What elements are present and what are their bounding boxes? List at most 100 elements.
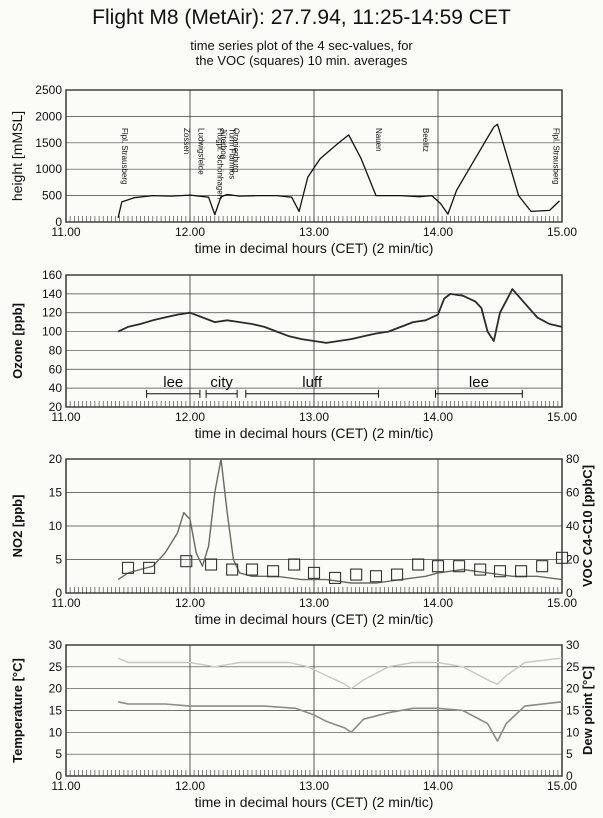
temperature_dewpoint-y2tick-label: 10 [566,725,580,739]
no2_voc-ytick-label: 20 [49,452,63,466]
ozone-ytick-label: 100 [42,325,62,339]
temperature_dewpoint-xtick-label: 12.00 [175,779,205,793]
temperature_dewpoint-minor-ticks [65,770,563,776]
no2_voc-y2tick-label: 80 [566,452,580,466]
ozone-xtick-label: 15.00 [547,410,577,424]
ozone-xlabel: time in decimal hours (CET) (2 min/tic) [195,425,434,441]
no2_voc-xlabel: time in decimal hours (CET) (2 min/tic) [195,611,434,627]
ozone-series-line [117,288,563,344]
location-label: Oranienburg [231,128,240,172]
voc-square-point [536,560,549,573]
voc-square-point [307,566,321,579]
location-label: Ludwigsfelde [197,128,206,175]
temperature_dewpoint-y2tick-label: 5 [566,747,573,761]
temperature_dewpoint-ylabel: Temperature [°C] [10,658,25,763]
temperature_dewpoint-xtick-label: 11.00 [51,779,80,793]
no2_voc-ytick-label: 5 [55,553,62,567]
height-xtick-label: 12.00 [175,225,205,239]
no2_voc-y2label: VOC C4-C10 [ppbC] [580,465,595,587]
chart-subtitle-line2: the VOC (squares) 10 min. averages [195,53,408,68]
temperature_dewpoint-ytick-label: 25 [49,660,63,674]
temperature_dewpoint-xtick-label: 13.00 [299,779,329,793]
voc-square-point [226,563,239,576]
no2_voc-xtick-label: 12.00 [175,596,205,610]
no2_voc-xtick-label: 14.00 [423,596,453,610]
no2_voc-y2tick-label: 40 [566,519,580,533]
ozone-xtick-label: 13.00 [299,410,329,424]
height-ytick-label: 2000 [35,109,62,123]
segment-label: luff [302,374,323,391]
temperature_dewpoint-y2tick-label: 25 [566,660,580,674]
voc-square-point [493,565,507,578]
location-label: Flpl. Strausberg [120,128,129,184]
height-xtick-label: 15.00 [547,225,577,239]
voc-square-point [143,561,156,574]
temperature_dewpoint-ytick-label: 15 [49,704,63,718]
location-label: Beelitz [421,128,430,152]
height-series-line [117,123,560,218]
ozone-ytick-label: 80 [49,343,63,357]
no2_voc-xtick-label: 13.00 [299,596,329,610]
voc-square-point [412,558,425,571]
height-ytick-label: 1500 [35,136,62,150]
temperature_dewpoint-y2label: Dew point [°C] [580,666,595,755]
location-label: Flugpl. Schönhagen [215,128,224,199]
voc-square-point [555,551,569,564]
ozone-ytick-label: 60 [49,362,63,376]
voc-square-point [329,571,342,584]
location-label: Nauen [374,128,383,152]
temperature_dewpoint-ytick-label: 20 [49,682,63,696]
height-ylabel: height [mMSL] [9,111,25,201]
ozone-ylabel: Ozone [ppb] [10,303,25,379]
ozone-xtick-label: 12.00 [175,410,205,424]
no2_voc-minor-ticks [65,587,563,593]
voc-square-point [453,560,466,573]
voc-square-point [267,565,280,578]
temperature_dewpoint-ytick-label: 0 [55,769,62,783]
height-ytick-label: 0 [55,215,62,229]
location-label: Zossen [182,128,191,154]
temperature-series-line [117,657,563,690]
segment-label: lee [469,374,489,391]
height-xtick-label: 14.00 [423,225,453,239]
dewpoint-series-line [117,701,563,742]
no2_voc-ytick-label: 15 [49,486,63,500]
voc-square-point [515,565,528,578]
ozone-ytick-label: 160 [42,268,62,282]
no2_voc-ytick-label: 0 [55,586,62,600]
no2-series-line [117,458,563,584]
ozone-xtick-label: 14.00 [423,410,453,424]
ozone-ytick-label: 40 [49,381,63,395]
temperature_dewpoint-y2tick-label: 20 [566,682,580,696]
height-minor-ticks [65,216,563,222]
temperature_dewpoint-ytick-label: 5 [55,747,62,761]
no2_voc-xtick-label: 15.00 [547,596,577,610]
temperature_dewpoint-y2tick-label: 30 [566,638,580,652]
height-xtick-label: 13.00 [299,225,329,239]
no2_voc-ytick-label: 10 [49,519,63,533]
segment-label: city [210,374,233,391]
voc-square-point [288,558,301,571]
ozone-ytick-label: 20 [49,400,63,414]
location-label: Jüterbog [219,128,228,159]
height-ytick-label: 2500 [35,83,62,97]
height-xtick-label: 11.00 [51,225,80,239]
height-xlabel: time in decimal hours (CET) (2 min/tic) [195,240,434,256]
voc-square-point [205,558,218,571]
height-ytick-label: 1000 [35,162,62,176]
no2_voc-xtick-label: 11.00 [51,596,80,610]
segment-label: lee [163,374,183,391]
ozone-xtick-label: 11.00 [51,410,80,424]
voc-square-point [245,563,259,576]
location-label: Turm Flamnos [228,128,237,179]
height-ytick-label: 500 [42,189,62,203]
ozone-ytick-label: 140 [42,287,62,301]
location-label: Flpl. Strausberg [551,128,560,184]
voc-square-point [350,568,363,581]
temperature_dewpoint-xtick-label: 14.00 [423,779,453,793]
temperature_dewpoint-xtick-label: 15.00 [547,779,577,793]
ozone-ytick-label: 120 [42,306,62,320]
voc-square-point [369,570,383,583]
no2_voc-y2tick-label: 20 [566,553,580,567]
